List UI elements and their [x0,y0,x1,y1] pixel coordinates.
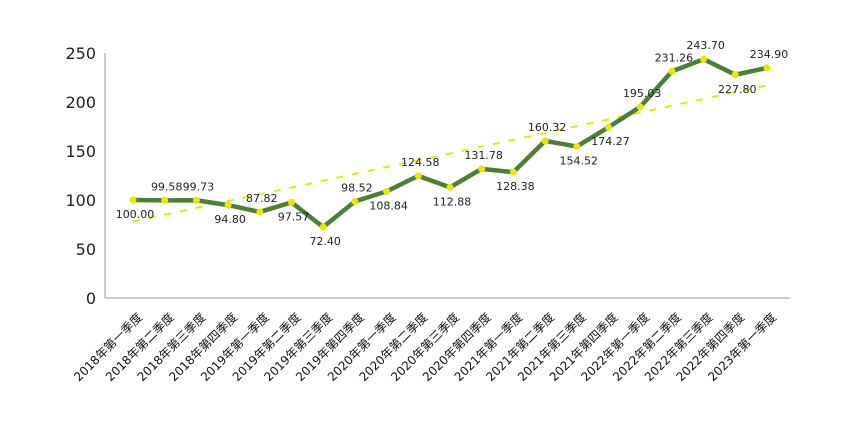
data-label: 131.78 [464,149,503,162]
data-point [288,198,295,206]
data-label: 112.88 [433,195,472,208]
data-point [256,208,264,216]
data-label: 231.26 [655,51,694,64]
data-point [478,165,486,173]
data-point [414,172,422,180]
data-label: 98.52 [341,181,373,194]
data-point [161,196,169,204]
data-point [129,196,137,204]
data-label: 72.40 [309,235,341,248]
data-point [700,55,708,63]
data-point [668,67,676,75]
data-point [541,137,549,145]
data-label: 124.58 [401,156,440,169]
data-point [509,168,517,176]
data-point [605,123,612,131]
data-label: 227.80 [718,83,757,96]
y-tick-label: 200 [65,93,96,112]
data-label: 97.57 [278,210,310,223]
data-label: 243.70 [686,39,725,52]
data-point [383,187,391,195]
data-point [636,103,644,111]
data-point [573,143,581,151]
data-point [763,64,771,72]
data-label: 234.90 [750,48,789,61]
y-tick-label: 150 [65,142,96,161]
data-label: 128.38 [496,180,535,193]
data-point [446,183,454,191]
data-label: 100.00 [116,208,155,221]
data-label: 99.73 [183,180,215,193]
data-label: 87.82 [246,192,278,205]
y-tick-label: 100 [65,191,96,210]
data-point [319,223,327,231]
y-tick-label: 50 [76,240,96,259]
trendline [132,84,768,223]
data-label: 99.58 [151,180,183,193]
data-point [224,201,232,209]
y-tick-label: 0 [86,289,96,308]
data-label: 174.27 [591,135,630,148]
data-point [351,197,359,205]
data-point [192,196,200,204]
data-label: 108.84 [369,199,408,212]
data-label: 160.32 [528,121,567,134]
data-label: 94.80 [214,213,246,226]
data-label: 154.52 [560,155,599,168]
data-label: 195.03 [623,87,662,100]
data-point [731,71,739,79]
y-tick-label: 250 [65,44,96,63]
